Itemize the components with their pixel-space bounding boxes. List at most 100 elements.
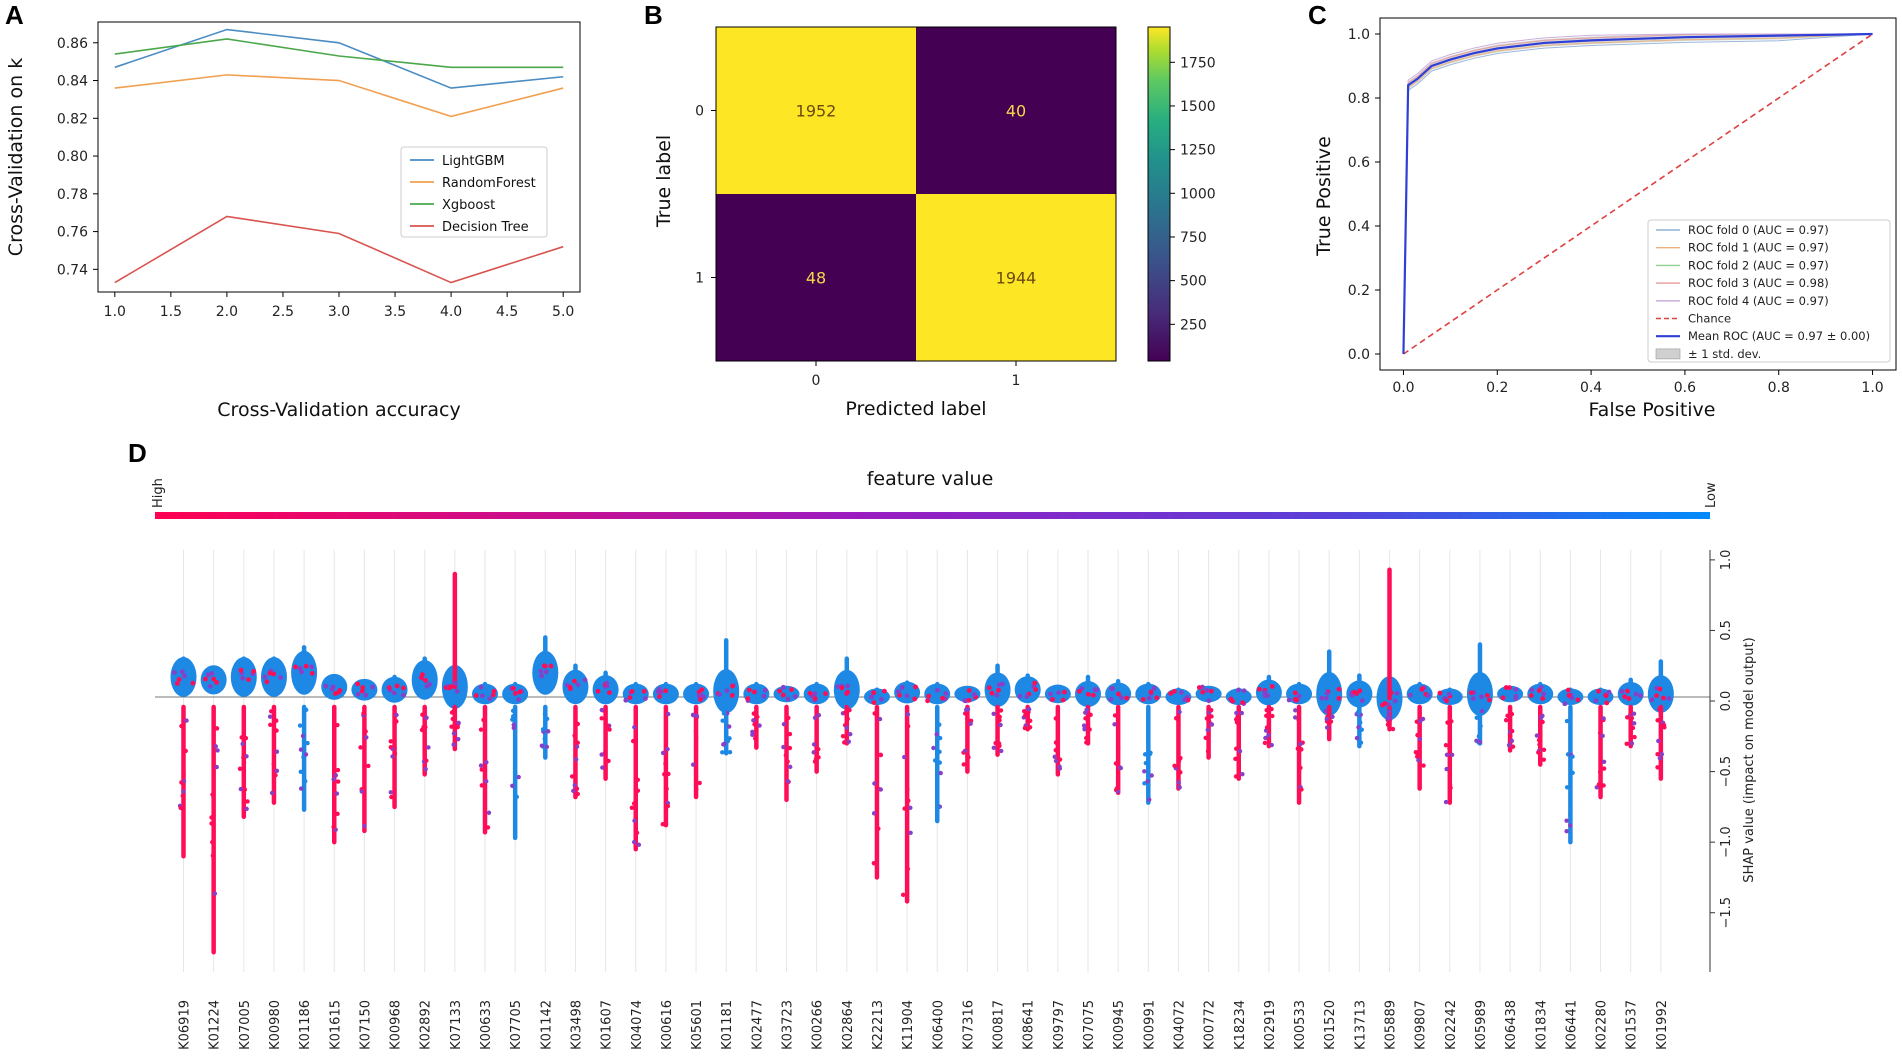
panel-d-dot: [309, 664, 315, 670]
panel-d-dot: [938, 770, 943, 776]
panel-d-dot: [262, 674, 268, 680]
panel-d-dot: [1336, 696, 1342, 701]
panel-d-dot: [1593, 698, 1599, 704]
panel-d-dot: [539, 743, 545, 748]
panel-d-dot: [599, 716, 604, 721]
panel-d-dot: [510, 717, 515, 722]
panel-c-legend-label: ROC fold 0 (AUC = 0.97): [1688, 223, 1829, 237]
panel-d-dot: [330, 684, 336, 690]
panel-d-dot: [366, 763, 371, 769]
feature-k00616-dots: [652, 681, 679, 828]
panel-d-dot: [1446, 691, 1452, 697]
feature-k02280-dots: [1587, 687, 1614, 800]
feature-k02919-dots: [1255, 674, 1282, 749]
panel-d-dot: [1054, 715, 1060, 721]
panel-d-dot: [997, 743, 1002, 749]
panel-c-mean-roc: [1402, 32, 1873, 355]
panel-d-dot: [181, 772, 186, 777]
panel-d-dot: [478, 684, 484, 690]
panel-c-ylabel: True Positive: [1313, 136, 1335, 257]
panel-d-dot: [451, 708, 456, 714]
panel-d-dot: [1566, 693, 1572, 698]
panel-d-feature-label: K01834: [1534, 1000, 1549, 1050]
panel-d-dot: [391, 690, 397, 696]
panel-c-chance-line: [1403, 33, 1873, 355]
panel-d-dot: [1630, 725, 1636, 731]
feature-k03498-dots: [562, 663, 589, 800]
panel-d-dot: [662, 772, 667, 777]
panel-d-dot: [1324, 716, 1329, 722]
panel-d-dot: [1172, 763, 1177, 769]
panel-d-dot: [1112, 722, 1117, 727]
feature-k05989-dots: [1466, 642, 1493, 746]
panel-d-dot: [246, 677, 251, 683]
panel-letter-c: C: [1308, 0, 1327, 30]
panel-d-dot: [752, 722, 757, 727]
panel-d-dot: [540, 727, 546, 732]
panel-d-dot: [935, 805, 941, 810]
panel-d-feature-label: K01615: [328, 1000, 343, 1050]
panel-d-dot: [544, 744, 550, 750]
panel-d-dot: [657, 694, 662, 699]
panel-d-feature-label: K00266: [811, 1000, 826, 1050]
feature-k00980-dots: [260, 656, 287, 805]
panel-d-dot: [332, 794, 337, 800]
panel-d-colorbar-low: Low: [1704, 482, 1719, 508]
panel-d-feature-label: K00991: [1142, 1000, 1157, 1050]
panel-d-dot: [482, 706, 488, 712]
panel-d-dot: [905, 724, 911, 729]
panel-d-dot: [1323, 708, 1328, 714]
panel-d-dot: [456, 720, 461, 726]
feature-k06919-dots: [170, 656, 197, 859]
panel-d-dot: [752, 736, 758, 741]
panel-d-dot: [902, 754, 907, 760]
panel-d-dot: [361, 711, 366, 716]
panel-d-dot: [1265, 693, 1271, 698]
panel-a-xlabel: Cross-Validation accuracy: [217, 399, 460, 421]
panel-b-frame: [715, 26, 1117, 362]
panel-d-dot: [1022, 708, 1027, 714]
panel-d-dot: [998, 708, 1004, 713]
panel-d-dot: [205, 672, 211, 678]
panel-d-dot: [812, 715, 818, 720]
feature-k02864-dots: [833, 656, 860, 746]
panel-d-dot: [1354, 735, 1360, 741]
panel-d-dot: [1536, 750, 1541, 755]
panel-b-cell-value: 40: [1006, 102, 1026, 121]
panel-d-dot: [303, 752, 309, 757]
panel-d-dot: [303, 778, 308, 784]
panel-d-dot: [1657, 706, 1662, 712]
panel-d-dot: [1116, 691, 1121, 697]
panel-d-dot: [514, 794, 520, 800]
panel-d-dot: [1299, 787, 1304, 792]
panel-d-dot: [835, 684, 841, 690]
panel-d-dot: [542, 736, 547, 742]
panel-d-dot: [1228, 696, 1234, 702]
panel-d-feature-label: K02242: [1444, 1000, 1459, 1050]
panel-d-dot: [478, 763, 484, 768]
panel-d-dot: [1209, 707, 1214, 713]
panel-d-dot: [1293, 708, 1298, 713]
panel-b-ytick-label: 1: [695, 271, 704, 287]
panel-b-colorbar-label: 1000: [1180, 186, 1216, 202]
panel-d-dot: [635, 777, 641, 783]
panel-d-dot: [1385, 722, 1391, 727]
panel-d-dot: [1604, 700, 1610, 706]
panel-d-dot: [359, 789, 364, 794]
panel-d-feature-label: K18234: [1233, 1000, 1248, 1050]
panel-d-dot: [1119, 695, 1124, 701]
panel-d-dot: [746, 687, 752, 693]
feature-k06441-dots: [1557, 687, 1584, 845]
panel-d-dot: [1087, 727, 1092, 732]
panel-d-dot: [180, 793, 185, 799]
panel-d-dot: [239, 735, 244, 740]
panel-d-dot: [1419, 687, 1425, 692]
panel-d-dot: [358, 745, 363, 750]
panel-d-dot: [1562, 701, 1568, 707]
panel-d-dot: [962, 711, 968, 716]
panel-d-feature-label: K01520: [1323, 1000, 1338, 1050]
panel-d-dot: [935, 687, 940, 693]
feature-k11904-dots: [894, 680, 921, 904]
panel-d-dot: [847, 707, 852, 713]
panel-d-dot: [641, 688, 647, 694]
